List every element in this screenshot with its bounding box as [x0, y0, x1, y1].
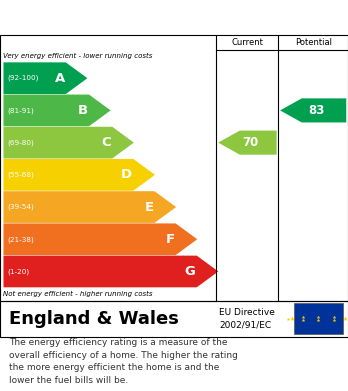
Text: Very energy efficient - lower running costs: Very energy efficient - lower running co… — [3, 53, 153, 59]
Text: F: F — [165, 233, 175, 246]
Text: B: B — [78, 104, 88, 117]
Polygon shape — [3, 256, 218, 287]
Text: E: E — [144, 201, 153, 213]
Polygon shape — [218, 131, 277, 155]
Text: G: G — [185, 265, 196, 278]
Text: (39-54): (39-54) — [8, 204, 34, 210]
Text: (21-38): (21-38) — [8, 236, 34, 242]
Text: (55-68): (55-68) — [8, 172, 34, 178]
Polygon shape — [3, 159, 155, 191]
Text: Energy Efficiency Rating: Energy Efficiency Rating — [9, 9, 238, 27]
Text: (1-20): (1-20) — [8, 268, 30, 275]
Polygon shape — [3, 127, 134, 158]
Text: 70: 70 — [243, 136, 259, 149]
Text: D: D — [121, 169, 132, 181]
Text: England & Wales: England & Wales — [9, 310, 179, 328]
Text: Not energy efficient - higher running costs: Not energy efficient - higher running co… — [3, 291, 153, 297]
Polygon shape — [3, 62, 87, 94]
Text: 83: 83 — [308, 104, 325, 117]
Text: (92-100): (92-100) — [8, 75, 39, 81]
Text: The energy efficiency rating is a measure of the
overall efficiency of a home. T: The energy efficiency rating is a measur… — [9, 338, 238, 385]
Text: Potential: Potential — [295, 38, 332, 47]
Polygon shape — [280, 99, 346, 122]
Text: C: C — [102, 136, 111, 149]
Text: A: A — [55, 72, 65, 85]
Text: (81-91): (81-91) — [8, 107, 34, 114]
Text: Current: Current — [231, 38, 263, 47]
Text: (69-80): (69-80) — [8, 139, 34, 146]
Text: EU Directive
2002/91/EC: EU Directive 2002/91/EC — [219, 308, 275, 329]
Polygon shape — [3, 95, 111, 126]
Polygon shape — [3, 191, 176, 223]
Bar — [294, 303, 343, 334]
Polygon shape — [3, 223, 197, 255]
